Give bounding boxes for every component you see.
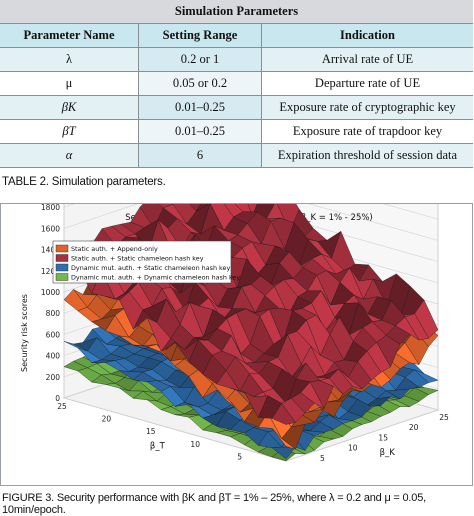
y-tick-label: 20 xyxy=(409,423,419,432)
x-axis-label: β_T xyxy=(150,441,166,451)
legend-entry: Dynamic mut. auth. + Static chameleon ha… xyxy=(71,264,230,272)
param-symbol: βT xyxy=(62,124,75,138)
param-cell: βK xyxy=(0,96,139,120)
range-cell: 6 xyxy=(139,144,262,168)
z-tick-label: 400 xyxy=(46,352,61,361)
legend-swatch xyxy=(56,264,68,271)
range-cell: 0.2 or 1 xyxy=(139,48,262,72)
legend-entry: Static auth. + Static chameleon hash key xyxy=(71,255,204,263)
legend-swatch xyxy=(56,245,68,252)
table-header-row: Parameter Name Setting Range Indication xyxy=(0,24,473,48)
indication-cell: Exposure rate of trapdoor key xyxy=(262,120,474,144)
table-row: βK 0.01–0.25 Exposure rate of cryptograp… xyxy=(0,96,473,120)
x-tick-label: 20 xyxy=(102,415,112,424)
legend-entry: Dynamic mut. auth. + Dynamic chameleon h… xyxy=(71,274,240,282)
table-row: λ 0.2 or 1 Arrival rate of UE xyxy=(0,48,473,72)
range-cell: 0.05 or 0.2 xyxy=(139,72,262,96)
param-cell: βT xyxy=(0,120,139,144)
range-cell: 0.01–0.25 xyxy=(139,120,262,144)
y-tick-label: 25 xyxy=(439,413,449,422)
param-cell: μ xyxy=(0,72,139,96)
x-tick-label: 25 xyxy=(57,402,67,411)
x-tick-label: 15 xyxy=(146,427,156,436)
table-row: βT 0.01–0.25 Exposure rate of trapdoor k… xyxy=(0,120,473,144)
legend-swatch xyxy=(56,274,68,281)
column-header: Setting Range xyxy=(139,24,262,48)
indication-cell: Departure rate of UE xyxy=(262,72,474,96)
indication-cell: Expiration threshold of session data xyxy=(262,144,474,168)
param-cell: α xyxy=(0,144,139,168)
table-title: Simulation Parameters xyxy=(0,0,473,24)
column-header: Parameter Name xyxy=(0,24,139,48)
figure-frame: 0200400600800100012001400160018002000510… xyxy=(0,203,473,486)
x-tick-label: 10 xyxy=(190,440,200,449)
legend-entry: Static auth. + Append-only xyxy=(71,245,158,253)
range-cell: 0.01–0.25 xyxy=(139,96,262,120)
column-header: Indication xyxy=(262,24,474,48)
indication-cell: Arrival rate of UE xyxy=(262,48,474,72)
y-tick-label: 10 xyxy=(348,444,358,453)
figure-caption: FIGURE 3. Security performance with βK a… xyxy=(2,492,474,516)
param-cell: λ xyxy=(0,48,139,72)
y-tick-label: 5 xyxy=(320,454,325,463)
table-row: μ 0.05 or 0.2 Departure rate of UE xyxy=(0,72,473,96)
simulation-parameters-table: Simulation Parameters Parameter Name Set… xyxy=(0,0,473,168)
indication-cell: Exposure rate of cryptographic key xyxy=(262,96,474,120)
param-symbol: βK xyxy=(62,100,77,114)
y-tick-label: 15 xyxy=(378,433,388,442)
z-tick-label: 800 xyxy=(46,309,61,318)
z-tick-label: 1800 xyxy=(41,204,60,212)
z-tick-label: 1600 xyxy=(41,224,60,233)
table-row: α 6 Expiration threshold of session data xyxy=(0,144,473,168)
x-tick-label: 5 xyxy=(237,452,242,461)
table-caption: TABLE 2. Simulation parameters. xyxy=(2,176,166,188)
z-tick-label: 200 xyxy=(46,373,61,382)
y-axis-label: β_K xyxy=(380,448,396,458)
surface-chart: 0200400600800100012001400160018002000510… xyxy=(1,204,472,485)
legend-swatch xyxy=(56,255,68,262)
z-tick-label: 1000 xyxy=(41,288,60,297)
z-axis-label: Security risk scores xyxy=(20,294,29,372)
z-tick-label: 600 xyxy=(46,330,61,339)
simulation-parameters-table-block: Simulation Parameters Parameter Name Set… xyxy=(0,0,474,168)
